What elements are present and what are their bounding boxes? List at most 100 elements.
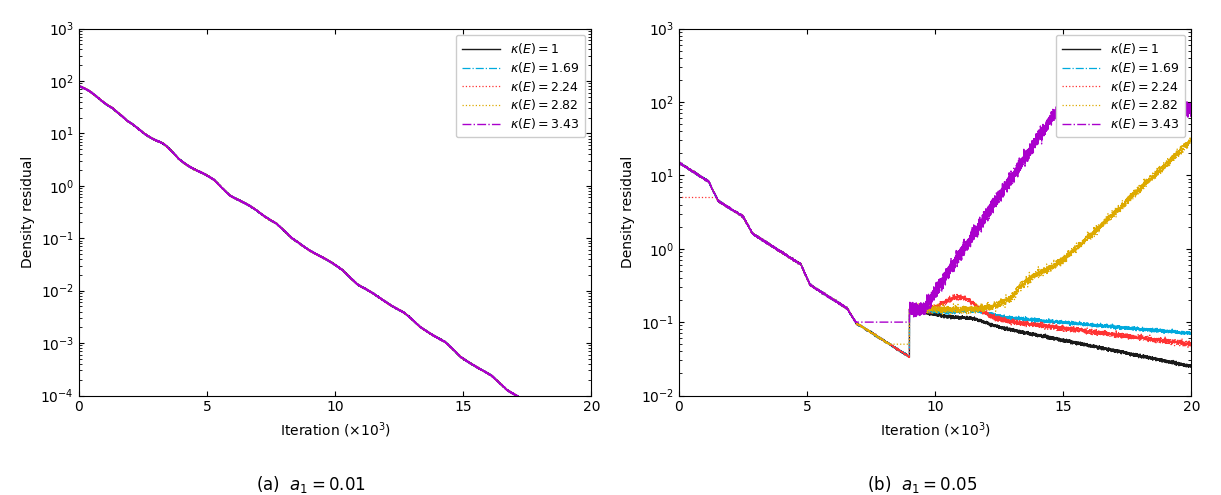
Y-axis label: Density residual: Density residual (621, 156, 635, 268)
$\kappa(E) = 1$ (199, 172, 214, 178)
$\kappa(E) = 2.82$ (71, 83, 85, 89)
$\kappa(E) = 2.24$ (799, 274, 813, 280)
Line: $\kappa(E) = 2.24$: $\kappa(E) = 2.24$ (679, 198, 1192, 357)
$\kappa(E) = 1$ (982, 321, 996, 327)
$\kappa(E) = 3.43$ (199, 172, 214, 178)
$\kappa(E) = 1$ (1151, 357, 1166, 363)
$\kappa(E) = 3.43$ (584, 408, 598, 414)
$\kappa(E) = 2.24$ (199, 173, 214, 179)
$\kappa(E) = 2.82$ (72, 83, 87, 89)
$\kappa(E) = 1$ (672, 159, 686, 165)
$\kappa(E) = 3.43$ (1184, 103, 1199, 109)
Line: $\kappa(E) = 3.43$: $\kappa(E) = 3.43$ (78, 86, 591, 411)
$\kappa(E) = 3.43$ (551, 408, 565, 414)
Y-axis label: Density residual: Density residual (21, 156, 35, 268)
$\kappa(E) = 1$ (584, 408, 598, 414)
$\kappa(E) = 1$ (551, 408, 565, 414)
$\kappa(E) = 1.69$ (438, 340, 453, 346)
Legend: $\kappa(E) = 1$, $\kappa(E) = 1.69$, $\kappa(E) = 2.24$, $\kappa(E) = 2.82$, $\k: $\kappa(E) = 1$, $\kappa(E) = 1.69$, $\k… (455, 35, 585, 138)
$\kappa(E) = 2.82$ (438, 340, 453, 346)
$\kappa(E) = 1.69$ (672, 159, 686, 165)
$\kappa(E) = 1.69$ (199, 172, 214, 178)
$\kappa(E) = 1$ (913, 309, 928, 315)
$\kappa(E) = 2.82$ (551, 408, 565, 414)
$\kappa(E) = 3.43$ (982, 212, 996, 218)
$\kappa(E) = 2.82$ (381, 301, 396, 307)
$\kappa(E) = 1$ (672, 159, 686, 165)
$\kappa(E) = 2.82$ (532, 408, 547, 414)
Text: (a)  $a_1 = 0.01$: (a) $a_1 = 0.01$ (256, 474, 366, 495)
Line: $\kappa(E) = 1.69$: $\kappa(E) = 1.69$ (679, 162, 1192, 357)
$\kappa(E) = 2.24$ (1151, 337, 1166, 343)
$\kappa(E) = 2.82$ (1183, 134, 1198, 140)
$\kappa(E) = 1.69$ (1000, 316, 1015, 322)
Line: $\kappa(E) = 3.43$: $\kappa(E) = 3.43$ (679, 83, 1192, 322)
Line: $\kappa(E) = 2.24$: $\kappa(E) = 2.24$ (78, 86, 591, 411)
$\kappa(E) = 1.69$ (672, 159, 686, 165)
$\kappa(E) = 1.69$ (381, 301, 396, 307)
$\kappa(E) = 2.24$ (314, 254, 328, 260)
$\kappa(E) = 2.82$ (1039, 265, 1054, 271)
$\kappa(E) = 3.43$ (913, 305, 928, 311)
$\kappa(E) = 3.43$ (400, 313, 415, 319)
$\kappa(E) = 1.69$ (72, 83, 87, 89)
Line: $\kappa(E) = 1$: $\kappa(E) = 1$ (78, 86, 591, 411)
X-axis label: Iteration ($\times10^3$): Iteration ($\times10^3$) (879, 420, 990, 440)
$\kappa(E) = 3.43$ (381, 300, 396, 306)
$\kappa(E) = 3.43$ (71, 83, 85, 89)
$\kappa(E) = 2.82$ (882, 341, 896, 347)
$\kappa(E) = 1.69$ (71, 83, 85, 89)
Legend: $\kappa(E) = 1$, $\kappa(E) = 1.69$, $\kappa(E) = 2.24$, $\kappa(E) = 2.82$, $\k: $\kappa(E) = 1$, $\kappa(E) = 1.69$, $\k… (1056, 35, 1186, 138)
$\kappa(E) = 1.69$ (800, 274, 814, 280)
$\kappa(E) = 3.43$ (1063, 80, 1078, 86)
$\kappa(E) = 3.43$ (849, 319, 863, 325)
$\kappa(E) = 2.24$ (982, 314, 996, 320)
$\kappa(E) = 2.82$ (799, 274, 813, 280)
$\kappa(E) = 2.24$ (532, 408, 547, 414)
$\kappa(E) = 3.43$ (1039, 126, 1054, 132)
$\kappa(E) = 1$ (72, 83, 87, 89)
Line: $\kappa(E) = 1$: $\kappa(E) = 1$ (679, 162, 1192, 367)
$\kappa(E) = 1$ (314, 253, 328, 259)
$\kappa(E) = 2.24$ (1039, 323, 1054, 329)
$\kappa(E) = 1.69$ (551, 408, 565, 414)
$\kappa(E) = 1$ (1184, 363, 1199, 369)
Line: $\kappa(E) = 2.82$: $\kappa(E) = 2.82$ (78, 86, 591, 411)
$\kappa(E) = 3.43$ (1000, 179, 1015, 185)
$\kappa(E) = 3.43$ (438, 340, 453, 346)
$\kappa(E) = 2.24$ (71, 83, 85, 89)
Line: $\kappa(E) = 1.69$: $\kappa(E) = 1.69$ (78, 86, 591, 411)
$\kappa(E) = 2.24$ (1000, 317, 1015, 323)
$\kappa(E) = 1$ (381, 301, 396, 307)
$\kappa(E) = 2.82$ (913, 310, 928, 316)
$\kappa(E) = 1$ (400, 313, 415, 319)
$\kappa(E) = 1.69$ (314, 254, 328, 260)
$\kappa(E) = 2.82$ (1000, 297, 1015, 303)
$\kappa(E) = 3.43$ (72, 83, 87, 89)
$\kappa(E) = 1.69$ (902, 354, 917, 360)
$\kappa(E) = 2.24$ (400, 313, 415, 319)
$\kappa(E) = 2.24$ (902, 354, 917, 360)
$\kappa(E) = 2.82$ (400, 313, 415, 319)
$\kappa(E) = 3.43$ (314, 254, 328, 260)
$\kappa(E) = 1$ (1039, 334, 1054, 340)
$\kappa(E) = 3.43$ (532, 408, 547, 414)
$\kappa(E) = 2.24$ (913, 305, 928, 311)
$\kappa(E) = 1.69$ (1151, 328, 1166, 334)
$\kappa(E) = 2.24$ (72, 83, 87, 89)
$\kappa(E) = 2.82$ (1151, 168, 1166, 174)
$\kappa(E) = 1.69$ (1039, 318, 1054, 324)
$\kappa(E) = 2.82$ (982, 307, 996, 313)
$\kappa(E) = 1$ (1000, 328, 1015, 334)
$\kappa(E) = 3.43$ (672, 159, 686, 165)
$\kappa(E) = 1$ (71, 83, 85, 89)
$\kappa(E) = 3.43$ (799, 274, 813, 280)
$\kappa(E) = 2.24$ (1184, 343, 1199, 348)
$\kappa(E) = 2.24$ (584, 408, 598, 414)
Line: $\kappa(E) = 2.82$: $\kappa(E) = 2.82$ (679, 137, 1192, 344)
$\kappa(E) = 2.82$ (584, 408, 598, 414)
X-axis label: Iteration ($\times10^3$): Iteration ($\times10^3$) (280, 420, 391, 440)
$\kappa(E) = 2.24$ (672, 195, 686, 200)
$\kappa(E) = 1.69$ (913, 306, 928, 312)
Text: (b)  $a_1 = 0.05$: (b) $a_1 = 0.05$ (867, 474, 977, 495)
